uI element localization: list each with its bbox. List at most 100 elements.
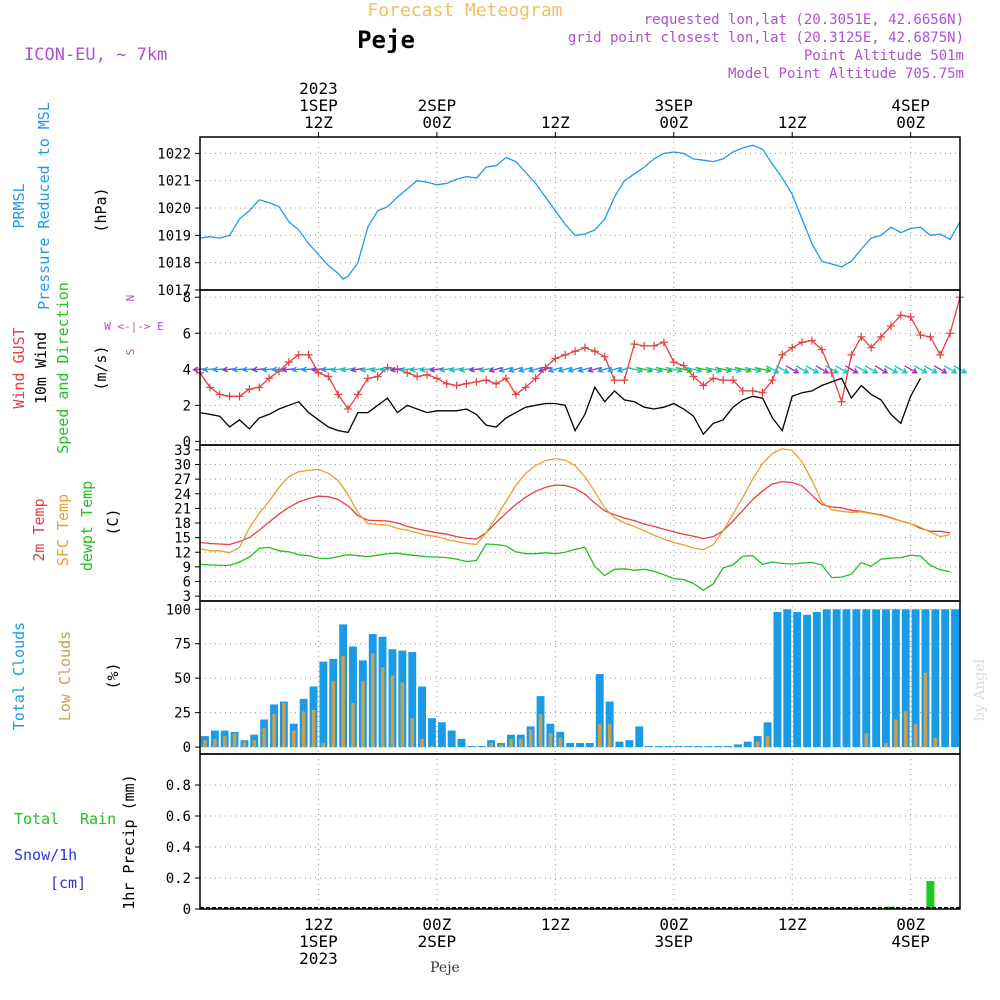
ytick-label: 1019 [157, 228, 191, 244]
rain-label: Rain [80, 810, 116, 828]
top-time-label: 00Z [422, 113, 451, 132]
gust-marker [353, 390, 362, 399]
gust-marker [650, 341, 659, 350]
bar-total-clouds [842, 609, 851, 748]
prmsl-label: PRMSL [10, 183, 28, 228]
wind-direction-arrow [815, 365, 830, 374]
bar-total-clouds [803, 614, 811, 748]
bar-total-clouds [911, 609, 920, 748]
temp-unit-label: (C) [104, 508, 122, 535]
gust-marker [403, 368, 412, 377]
wind-direction-arrow [854, 365, 869, 374]
bar-total-clouds [773, 612, 782, 748]
bar-total-clouds [704, 746, 713, 748]
gust-marker [344, 404, 353, 413]
bar-total-clouds [882, 609, 890, 748]
precip-unit-label: 1hr Precip (mm) [120, 774, 138, 909]
gust-marker [886, 322, 895, 331]
bar-low-clouds [923, 672, 928, 748]
bar-low-clouds [361, 680, 365, 748]
wind-direction-arrow [498, 366, 513, 373]
model-altitude: Model Point Altitude 705.75m [728, 66, 964, 82]
wind-direction-arrow [350, 366, 365, 373]
bar-total-clouds [734, 744, 742, 748]
bar-low-clouds [864, 733, 868, 748]
ytick-label: 1022 [157, 146, 191, 162]
bar-low-clouds [598, 723, 602, 748]
wind-labels: Wind GUST 10m Wind Speed and Direction (… [10, 282, 164, 454]
bar-low-clouds [252, 740, 256, 748]
top-time-label: 3SEP [655, 96, 694, 115]
requested-coords: requested lon,lat (20.3051E, 42.6656N) [644, 12, 964, 28]
ytick-label: 25 [174, 706, 191, 722]
wind-direction-arrow [409, 366, 424, 373]
wind-direction-arrow [567, 366, 582, 373]
bar-low-clouds [913, 723, 918, 748]
bar-low-clouds [607, 723, 612, 748]
watermark: by Angel [972, 658, 988, 721]
top-time-label: 12Z [541, 113, 570, 132]
bar-low-clouds [499, 744, 503, 748]
gust-marker [669, 358, 678, 367]
ytick-label: 1018 [157, 256, 191, 272]
bar-total-clouds [408, 652, 417, 748]
bar-total-clouds [467, 746, 476, 748]
bottom-time-label: 12Z [778, 915, 807, 934]
footer-location: Peje [430, 960, 460, 976]
ytick-label: 15 [174, 531, 191, 547]
bar-total-clouds [437, 722, 446, 748]
wind-direction-arrow [389, 366, 404, 373]
gust-marker [778, 350, 787, 359]
series-dewpt-temp [199, 543, 951, 592]
bar-low-clouds [430, 745, 434, 748]
gust-marker [304, 350, 313, 359]
wind-direction-arrow [835, 365, 849, 374]
ytick-label: 0.4 [166, 840, 191, 856]
gust-marker [205, 383, 214, 392]
gust-marker [867, 343, 876, 352]
series-prmsl [199, 144, 961, 280]
ytick-label: 1017 [157, 283, 191, 299]
gust-marker [659, 338, 668, 347]
bar-low-clouds [884, 743, 888, 748]
ytick-label: 27 [174, 472, 191, 488]
wind-direction-arrow [943, 365, 958, 374]
pressure-frame [199, 136, 961, 291]
bar-low-clouds [558, 737, 562, 748]
ytick-label: 30 [174, 458, 191, 474]
wind-direction-arrow [399, 366, 414, 373]
bar-total-clouds [674, 746, 683, 748]
ytick-label: 0 [183, 902, 191, 918]
top-time-label: 00Z [896, 113, 925, 132]
bar-total-clouds [931, 609, 940, 748]
gust-marker [472, 377, 481, 386]
plot-area: 1017101810191020102110220246836912151821… [157, 79, 968, 968]
gust-marker [689, 372, 698, 381]
bar-total-clouds [576, 743, 584, 748]
gust-marker [235, 392, 244, 401]
wind-direction-arrow [369, 366, 385, 373]
gust-marker [877, 332, 886, 341]
gust-marker [906, 313, 915, 322]
temp-labels: 2m Temp SFC Temp dewpt Temp (C) [30, 481, 122, 571]
bottom-time-label: 00Z [422, 915, 451, 934]
bar-low-clouds [519, 738, 523, 748]
gust-marker [580, 343, 589, 352]
wind-direction-arrow [458, 366, 474, 373]
wind-direction-arrow [884, 365, 899, 374]
gust-marker [798, 338, 807, 347]
bar-total-clouds [793, 612, 802, 748]
clouds-panel: 0 25 50 75 100 [166, 600, 961, 756]
bar-low-clouds [894, 719, 898, 748]
ytick-label: 0 [183, 740, 191, 756]
gust-marker [699, 381, 708, 390]
gust-marker [630, 340, 639, 349]
meteogram-title: Forecast Meteogram [367, 0, 562, 21]
bar-total-clouds [349, 646, 357, 748]
bar-low-clouds [331, 680, 335, 748]
bar-total-clouds [872, 609, 881, 748]
bar-low-clouds [311, 709, 316, 748]
series-2m-temp [199, 480, 951, 546]
wind10m-label: 10m Wind [32, 332, 50, 404]
